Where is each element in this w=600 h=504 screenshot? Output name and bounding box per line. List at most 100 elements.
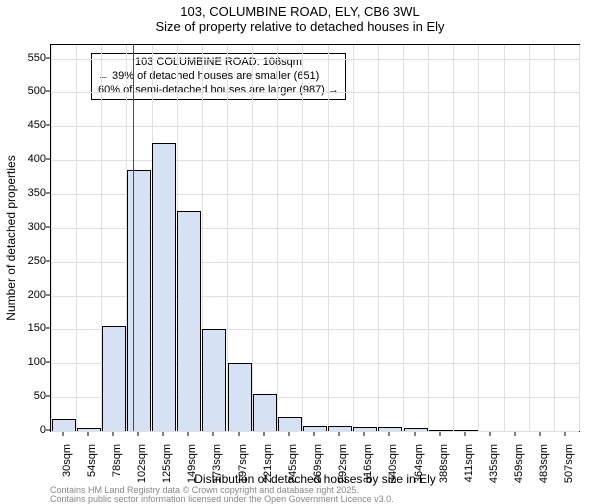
x-tick-mark bbox=[288, 432, 289, 436]
chart-subtitle: Size of property relative to detached ho… bbox=[0, 19, 600, 34]
y-tick-label: 400 bbox=[28, 153, 46, 165]
histogram-bar bbox=[102, 326, 126, 431]
y-tick-label: 150 bbox=[28, 322, 46, 334]
y-tick-mark bbox=[46, 226, 50, 227]
y-tick-mark bbox=[46, 430, 50, 431]
x-tick-label: 149sqm bbox=[186, 444, 198, 483]
grid-line-v bbox=[76, 45, 77, 431]
x-tick-label: 125sqm bbox=[161, 444, 173, 483]
x-tick-label: 435sqm bbox=[488, 444, 500, 483]
x-tick-label: 221sqm bbox=[262, 444, 274, 483]
y-tick-label: 550 bbox=[28, 52, 46, 64]
x-tick-mark bbox=[314, 432, 315, 436]
x-tick-mark bbox=[238, 432, 239, 436]
y-tick-mark bbox=[46, 362, 50, 363]
y-axis-label: Number of detached properties bbox=[4, 155, 18, 320]
x-tick-label: 292sqm bbox=[337, 444, 349, 483]
y-tick-mark bbox=[46, 294, 50, 295]
histogram-bar bbox=[127, 170, 151, 431]
histogram-bar bbox=[353, 427, 377, 431]
grid-line-v bbox=[478, 45, 479, 431]
x-tick-mark bbox=[213, 432, 214, 436]
grid-line-v bbox=[353, 45, 354, 431]
grid-line-v bbox=[453, 45, 454, 431]
x-tick-mark bbox=[188, 432, 189, 436]
histogram-bar bbox=[378, 427, 402, 431]
y-tick-mark bbox=[46, 192, 50, 193]
grid-line-v bbox=[504, 45, 505, 431]
y-tick-mark bbox=[46, 91, 50, 92]
grid-line-v bbox=[378, 45, 379, 431]
histogram-bar bbox=[228, 363, 252, 431]
x-tick-label: 411sqm bbox=[463, 444, 475, 482]
x-tick-label: 78sqm bbox=[111, 444, 123, 477]
x-tick-label: 102sqm bbox=[136, 444, 148, 483]
x-tick-mark bbox=[414, 432, 415, 436]
footnotes: Contains HM Land Registry data © Crown c… bbox=[50, 486, 394, 504]
x-tick-label: 459sqm bbox=[513, 444, 525, 483]
y-tick-label: 100 bbox=[28, 356, 46, 368]
y-tick-label: 350 bbox=[28, 187, 46, 199]
histogram-bar bbox=[52, 419, 76, 431]
y-tick-mark bbox=[46, 57, 50, 58]
grid-line-v bbox=[403, 45, 404, 431]
grid-line-h bbox=[51, 160, 579, 161]
x-tick-label: 197sqm bbox=[237, 444, 249, 483]
grid-line-h bbox=[51, 431, 579, 432]
y-tick-label: 50 bbox=[34, 390, 46, 402]
histogram-bar bbox=[278, 417, 302, 431]
grid-line-v bbox=[554, 45, 555, 431]
histogram-bar bbox=[303, 426, 327, 431]
histogram-bar bbox=[404, 428, 428, 431]
x-tick-mark bbox=[163, 432, 164, 436]
histogram-bar bbox=[177, 211, 201, 431]
x-tick-label: 364sqm bbox=[413, 444, 425, 483]
x-tick-mark bbox=[138, 432, 139, 436]
histogram-bar bbox=[77, 428, 101, 431]
y-tick-mark bbox=[46, 396, 50, 397]
x-tick-mark bbox=[263, 432, 264, 436]
grid-line-v bbox=[328, 45, 329, 431]
plot-area: 103 COLUMBINE ROAD: 108sqm← 39% of detac… bbox=[50, 44, 580, 432]
grid-line-h bbox=[51, 92, 579, 93]
x-tick-mark bbox=[565, 432, 566, 436]
x-tick-mark bbox=[389, 432, 390, 436]
x-tick-label: 173sqm bbox=[211, 444, 223, 483]
y-tick-label: 200 bbox=[28, 289, 46, 301]
x-tick-mark bbox=[339, 432, 340, 436]
histogram-bar bbox=[253, 394, 277, 431]
grid-line-v bbox=[252, 45, 253, 431]
x-tick-mark bbox=[62, 432, 63, 436]
histogram-bar bbox=[202, 329, 226, 431]
x-tick-label: 340sqm bbox=[387, 444, 399, 483]
grid-line-v bbox=[302, 45, 303, 431]
x-tick-label: 54sqm bbox=[86, 444, 98, 477]
y-tick-mark bbox=[46, 159, 50, 160]
grid-line-v bbox=[51, 45, 52, 431]
x-tick-label: 30sqm bbox=[61, 444, 73, 477]
histogram-bar bbox=[454, 430, 478, 431]
grid-line-h bbox=[51, 59, 579, 60]
x-tick-mark bbox=[87, 432, 88, 436]
x-tick-mark bbox=[464, 432, 465, 436]
x-tick-mark bbox=[112, 432, 113, 436]
histogram-bar bbox=[152, 143, 176, 431]
x-tick-label: 483sqm bbox=[538, 444, 550, 483]
x-tick-mark bbox=[439, 432, 440, 436]
grid-line-v bbox=[428, 45, 429, 431]
y-tick-mark bbox=[46, 260, 50, 261]
grid-line-v bbox=[277, 45, 278, 431]
histogram-bar bbox=[328, 426, 352, 431]
x-tick-mark bbox=[540, 432, 541, 436]
y-tick-label: 300 bbox=[28, 221, 46, 233]
y-tick-label: 450 bbox=[28, 119, 46, 131]
x-tick-mark bbox=[490, 432, 491, 436]
y-tick-label: 250 bbox=[28, 255, 46, 267]
x-tick-label: 316sqm bbox=[362, 444, 374, 483]
x-tick-label: 388sqm bbox=[438, 444, 450, 483]
grid-line-v bbox=[579, 45, 580, 431]
x-tick-mark bbox=[364, 432, 365, 436]
x-tick-label: 507sqm bbox=[563, 444, 575, 483]
y-tick-label: 500 bbox=[28, 85, 46, 97]
histogram-bar bbox=[429, 430, 453, 431]
